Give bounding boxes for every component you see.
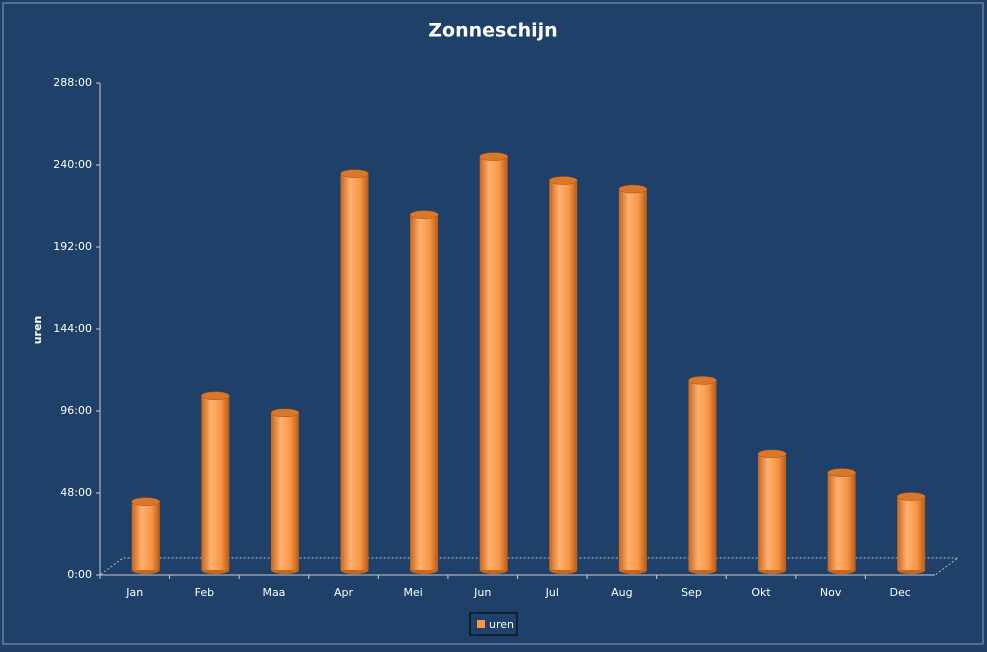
bar-top [827, 468, 856, 477]
x-tick-label: Maa [262, 586, 285, 599]
bar-body [340, 173, 369, 570]
x-tick-label: Feb [195, 586, 214, 599]
bar [618, 184, 648, 574]
y-axis-label: uren [31, 316, 44, 345]
bar-top [340, 169, 369, 178]
bar-top [757, 449, 787, 459]
y-tick-label: 192:00 [53, 240, 92, 253]
x-tick-label: Mei [403, 586, 422, 599]
bar [688, 376, 717, 574]
bar [409, 210, 439, 574]
bar [340, 169, 369, 574]
legend-swatch [477, 620, 485, 628]
bar [827, 468, 856, 574]
bar-top [201, 391, 230, 400]
bar-top [270, 408, 300, 418]
bar-top [549, 176, 578, 185]
x-tick-label: Okt [751, 586, 771, 599]
bar [201, 391, 230, 574]
x-tick-label: Apr [334, 586, 354, 599]
bar [131, 497, 161, 574]
bar-body [410, 214, 439, 570]
bar-top [131, 497, 161, 506]
x-tick-label: Dec [890, 586, 911, 599]
x-tick-label: Nov [820, 586, 842, 599]
bar [479, 152, 508, 574]
chart-title: Zonneschijn [428, 20, 557, 42]
bar [896, 492, 926, 574]
x-tick-label: Jul [545, 586, 559, 599]
y-tick-label: 96:00 [60, 404, 92, 417]
y-tick-label: 288:00 [53, 76, 92, 89]
bar-top [479, 152, 508, 161]
x-tick-label: Jan [125, 586, 143, 599]
x-tick-label: Jun [473, 586, 491, 599]
bar-body [618, 189, 647, 570]
bar [270, 408, 300, 574]
bar-body [270, 412, 299, 570]
bar-top [409, 210, 439, 219]
bar-body [201, 395, 230, 570]
bar-body [549, 180, 578, 570]
bar-body [897, 496, 926, 570]
legend [469, 612, 518, 636]
bar-body [479, 156, 508, 571]
bar-top [896, 492, 926, 501]
bar-body [827, 472, 856, 570]
bar-body [131, 501, 160, 570]
legend-label: uren [489, 618, 514, 631]
bar-top [688, 376, 717, 385]
y-tick-label: 48:00 [60, 486, 92, 499]
x-tick-label: Aug [611, 586, 632, 599]
bar-body [758, 453, 787, 570]
y-tick-label: 0:00 [67, 568, 92, 581]
y-tick-label: 240:00 [53, 158, 92, 171]
bar [757, 449, 787, 574]
bar [549, 176, 578, 574]
bar-top [618, 184, 648, 194]
x-tick-label: Sep [681, 586, 702, 599]
y-tick-label: 144:00 [53, 322, 92, 335]
bar-body [688, 380, 717, 570]
